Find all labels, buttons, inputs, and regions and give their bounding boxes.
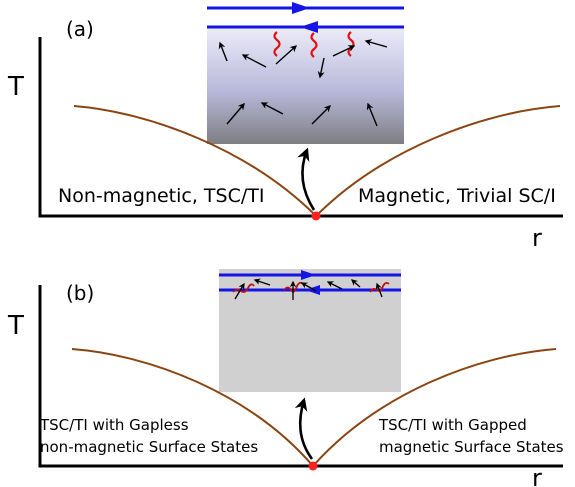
panel-b-left-phase-label-line1: TSC/TI with Gapless xyxy=(39,416,189,434)
panel-b-edge-arrow-right-icon xyxy=(301,270,316,280)
panel-b-y-axis-label: T xyxy=(7,311,24,341)
spin-arrow-icon xyxy=(260,102,284,115)
spin-arrow-icon xyxy=(326,281,343,290)
panel-a-y-axis-label: T xyxy=(7,72,24,102)
spin-arrow-icon xyxy=(234,282,245,300)
panel-a-spin-fluctuation-icon xyxy=(347,31,355,57)
spin-arrow-icon xyxy=(241,54,267,68)
panel-b: (b) T r xyxy=(7,269,564,487)
panel-b-spin-arrows xyxy=(234,278,383,300)
panel-b-edge-arrow-left-icon xyxy=(305,285,320,295)
panel-b-critical-point xyxy=(308,461,318,471)
panel-b-right-phase-label-line2: magnetic Surface States xyxy=(379,438,564,456)
panel-b-phase-boundary-left xyxy=(71,348,314,467)
spin-arrow-icon xyxy=(366,102,378,127)
panel-a-left-phase-label: Non-magnetic, TSC/TI xyxy=(58,185,264,207)
panel-b-tag: (b) xyxy=(66,281,94,305)
spin-arrow-icon xyxy=(300,282,317,292)
panel-a-spin-arrows xyxy=(218,39,388,127)
panel-a-inset xyxy=(207,28,404,144)
spin-arrow-icon xyxy=(253,278,271,286)
panel-a-right-phase-label: Magnetic, Trivial SC/I xyxy=(358,185,556,207)
panel-b-right-phase-label-line1: TSC/TI with Gapped xyxy=(378,416,527,434)
panel-a-edge-arrow-right-icon xyxy=(292,2,310,14)
spin-arrow-icon xyxy=(375,282,383,298)
panel-b-zoom-arrow-icon xyxy=(294,397,314,460)
panel-b-spin-fluctuation-icon xyxy=(283,281,305,293)
panel-b-spin-fluctuation-icon xyxy=(369,281,390,293)
panel-a-edge-arrow-left-icon xyxy=(300,21,318,33)
spin-arrow-icon xyxy=(317,57,325,79)
spin-arrow-icon xyxy=(332,45,356,57)
panel-a-phase-boundary-right xyxy=(315,105,561,217)
panel-b-left-phase-label-line2: non-magnetic Surface States xyxy=(40,438,258,456)
spin-arrow-icon xyxy=(311,105,331,125)
panel-a-critical-point xyxy=(311,211,321,221)
spin-arrow-icon xyxy=(218,41,228,62)
spin-arrow-icon xyxy=(351,279,361,288)
panel-a: (a) T r xyxy=(7,2,563,252)
panel-a-zoom-arrow-icon xyxy=(297,147,316,211)
panel-b-spin-fluctuation-icon xyxy=(232,283,255,293)
panel-b-x-axis-label: r xyxy=(532,464,542,487)
spin-arrow-icon xyxy=(275,45,298,65)
panel-a-tag: (a) xyxy=(66,17,94,41)
panel-a-spin-fluctuation-icon xyxy=(273,31,281,57)
spin-arrow-icon xyxy=(364,39,388,48)
panel-a-spin-fluctuation-icon xyxy=(310,32,318,58)
spin-arrow-icon xyxy=(226,102,245,125)
panel-b-phase-boundary-right xyxy=(312,348,557,467)
panel-a-phase-boundary-left xyxy=(73,105,317,217)
panel-a-x-axis-label: r xyxy=(532,224,542,252)
